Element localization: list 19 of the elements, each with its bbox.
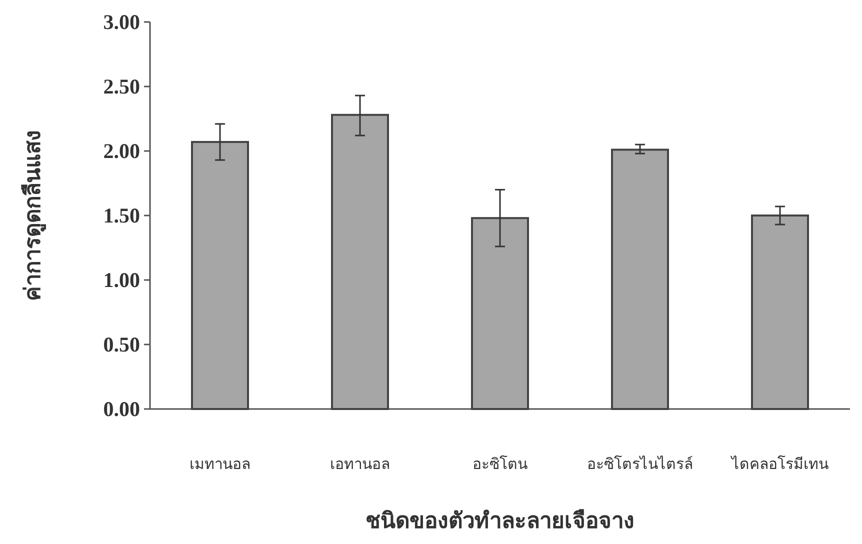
y-tick-label: 0.50 [103,332,140,356]
x-tick-label: เมทานอล [190,455,250,473]
y-tick-label: 2.00 [103,139,140,163]
bar [471,217,529,410]
bar [191,140,249,410]
y-tick-label: 0.00 [103,397,140,421]
bar [611,148,669,410]
x-tick-label: เอทานอล [330,455,390,473]
y-tick-label: 3.00 [103,10,140,34]
y-tick-label: 1.00 [103,268,140,292]
bar [331,114,389,410]
y-tick-label: 2.50 [103,74,140,98]
x-axis-title: ชนิดของตัวทำละลายเจือจาง [366,509,634,534]
y-axis-title: ค่าการดูดกลืนแสง [21,130,47,301]
x-tick-label: ไดคลอโรมีเทน [730,455,828,473]
bar [751,214,809,410]
y-tick-label: 1.50 [103,204,140,228]
x-tick-label: อะซิโตรไนไตรล์ [587,455,693,473]
x-tick-label: อะซิโตน [472,455,528,473]
